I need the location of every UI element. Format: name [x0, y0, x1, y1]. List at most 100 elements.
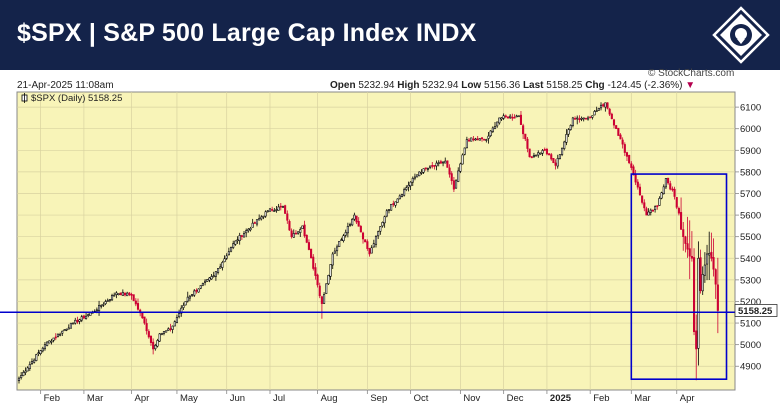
candle-body	[353, 214, 356, 220]
candle-body	[301, 225, 304, 229]
candle-body	[398, 195, 401, 200]
candle-body	[634, 174, 637, 183]
stockcharts-credit[interactable]: © StockCharts.com	[648, 68, 735, 79]
candle-body	[325, 283, 328, 294]
candle-body	[225, 255, 228, 259]
candle-body	[407, 184, 410, 188]
candle-body	[78, 319, 81, 322]
candle-body	[647, 211, 650, 216]
candle-body	[310, 248, 313, 259]
candle-body	[54, 336, 57, 339]
candle-body	[197, 288, 200, 293]
candle-body	[580, 117, 583, 120]
x-tick-label: Apr	[680, 393, 695, 404]
candle-body	[277, 206, 280, 211]
candle-body	[305, 234, 308, 243]
candle-body	[333, 250, 336, 254]
candle-body	[656, 205, 659, 207]
candle-body	[255, 219, 259, 225]
candle-body	[602, 104, 605, 107]
candle-body	[584, 117, 587, 120]
candle-body	[561, 147, 564, 155]
candle-body	[182, 305, 185, 308]
candle-body	[461, 154, 464, 165]
candle-body	[552, 158, 555, 164]
y-tick-label: 5500	[740, 232, 761, 243]
candle-body	[511, 116, 514, 119]
candle-body	[134, 300, 137, 305]
last-value: 5158.25	[546, 80, 583, 91]
candle-body	[191, 294, 194, 296]
x-axis: Feb Mar Apr May Jun Jul Aug Sep Oct Nov Dec 2025 Feb…	[40, 390, 695, 404]
candle-body	[273, 210, 276, 212]
y-tick-label: 4900	[740, 362, 761, 373]
chg-label: Chg	[585, 80, 605, 91]
candle-body	[348, 223, 352, 226]
candle-body	[294, 232, 297, 235]
candle-body	[251, 222, 254, 228]
candle-body	[489, 130, 492, 136]
candle-body	[85, 315, 88, 320]
candle-body	[688, 248, 691, 257]
candle-body	[714, 269, 717, 285]
candle-body	[227, 251, 230, 256]
candle-body	[385, 210, 388, 217]
candle-body	[554, 162, 557, 166]
candle-body	[465, 139, 468, 149]
last-value-label: 5158.25	[738, 306, 773, 317]
x-tick-label: Jul	[273, 393, 285, 404]
candle-body	[591, 115, 594, 118]
candle-body	[234, 240, 237, 245]
candle-body	[550, 154, 553, 160]
candle-body	[52, 337, 55, 341]
candle-body	[299, 229, 302, 233]
candle-body	[424, 167, 427, 170]
candle-body	[571, 117, 574, 126]
candle-body	[238, 235, 241, 241]
candle-body	[30, 361, 34, 364]
candle-body	[377, 231, 380, 237]
candle-body	[331, 253, 334, 266]
candle-body	[476, 138, 479, 141]
y-tick-label: 5400	[740, 254, 761, 265]
candle-body	[669, 183, 672, 190]
candle-body	[323, 294, 326, 304]
candle-body	[372, 243, 375, 248]
candle-body	[188, 295, 191, 299]
candle-body	[695, 330, 698, 350]
candle-body	[532, 155, 535, 157]
candle-body	[37, 352, 40, 355]
candle-body	[558, 154, 561, 159]
candle-body	[576, 117, 579, 120]
candle-body	[262, 215, 265, 218]
candle-body	[245, 230, 248, 234]
candle-body	[320, 296, 323, 304]
candle-body	[387, 209, 391, 211]
candle-body	[606, 102, 609, 109]
candle-body	[130, 294, 133, 296]
candle-body	[470, 137, 473, 142]
y-tick-label: 6000	[740, 124, 761, 135]
candle-body	[69, 322, 72, 329]
candle-body	[526, 138, 529, 149]
candle-body	[543, 149, 546, 151]
candle-body	[567, 129, 570, 135]
open-label: Open	[330, 80, 356, 91]
candle-body	[604, 102, 607, 108]
candle-body	[286, 213, 289, 221]
candle-body	[149, 335, 153, 343]
candle-body	[193, 290, 196, 296]
y-tick-label: 5600	[740, 211, 761, 222]
candle-body	[271, 209, 274, 211]
candle-body	[370, 247, 373, 254]
candle-body	[275, 209, 278, 211]
candle-body	[221, 262, 224, 268]
candle-body	[260, 216, 263, 220]
candle-body	[493, 126, 497, 130]
last-value-tag	[734, 304, 778, 317]
candle-body	[446, 160, 449, 168]
y-axis: 4900 5000 5100 5200 5300 5400 5500 5600 5700 5800…	[734, 103, 778, 373]
candle-body	[589, 116, 592, 119]
candle-body	[452, 180, 455, 190]
candle-body	[368, 248, 371, 255]
